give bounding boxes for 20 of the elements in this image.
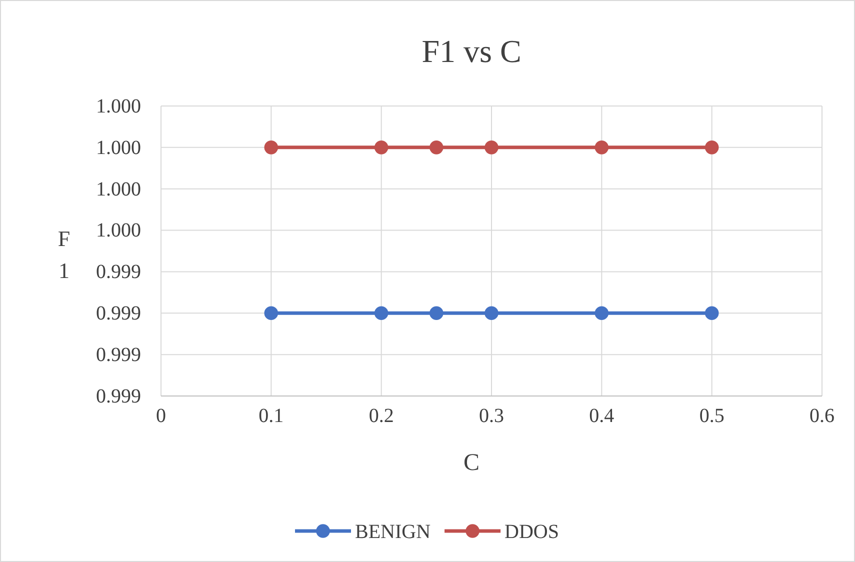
x-tick-label: 0.3 bbox=[479, 405, 504, 428]
x-axis-title: C bbox=[463, 450, 480, 476]
x-tick-label: 0 bbox=[156, 405, 166, 428]
y-tick-label: 0.999 bbox=[96, 302, 141, 325]
legend-label: DDOS bbox=[504, 521, 559, 543]
y-tick-label: 1.000 bbox=[96, 95, 141, 118]
y-tick-label: 0.999 bbox=[96, 385, 141, 408]
y-axis-title: F1 bbox=[58, 226, 70, 283]
chart-title: F1 vs C bbox=[422, 33, 522, 69]
x-tick-label: 0.1 bbox=[258, 405, 284, 428]
x-tick-label: 0.6 bbox=[810, 405, 834, 428]
x-tick-label: 0.4 bbox=[589, 405, 614, 428]
legend-label: BENIGN bbox=[355, 521, 431, 543]
y-tick-label: 0.999 bbox=[96, 261, 141, 284]
y-tick-label: 1.000 bbox=[96, 178, 141, 200]
y-tick-label: 1.000 bbox=[96, 220, 141, 242]
x-tick-label: 0.5 bbox=[699, 405, 724, 428]
y-tick-label: 1.000 bbox=[96, 136, 141, 159]
y-tick-label: 0.999 bbox=[96, 344, 141, 366]
x-tick-label: 0.2 bbox=[368, 405, 394, 428]
